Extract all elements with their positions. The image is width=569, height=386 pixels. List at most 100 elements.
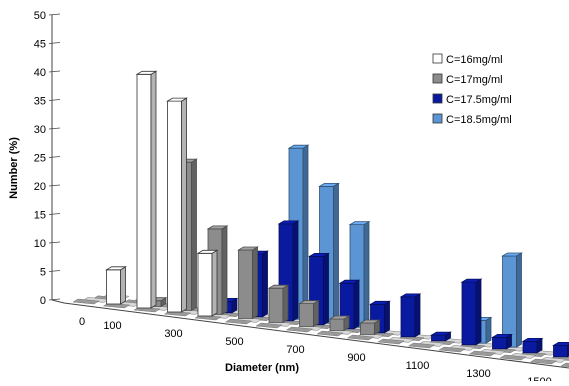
x-axis-tick-label: 100 bbox=[103, 320, 121, 332]
y-axis-tick-label: 10 bbox=[34, 238, 46, 250]
y-axis-tick bbox=[49, 157, 60, 158]
bar-front-face bbox=[269, 288, 283, 322]
bar-side-face bbox=[263, 251, 268, 317]
bar-side-face bbox=[364, 222, 369, 328]
bar-side-face bbox=[385, 301, 390, 333]
bar-side-face bbox=[314, 301, 319, 327]
bar-front-face bbox=[401, 297, 415, 337]
x-axis-tick-label: 900 bbox=[347, 352, 365, 364]
y-axis-tick-label: 30 bbox=[34, 124, 46, 136]
bar-front-face bbox=[198, 253, 212, 316]
bar bbox=[462, 279, 481, 345]
bar-side-face bbox=[324, 253, 329, 324]
bar-front-face bbox=[503, 256, 517, 347]
y-axis-tick bbox=[49, 43, 60, 44]
y-axis-tick bbox=[49, 214, 60, 215]
bar-front-face bbox=[523, 341, 537, 352]
bar-side-face bbox=[486, 317, 491, 343]
bar-side-face bbox=[283, 285, 288, 322]
legend-label: C=16mg/ml bbox=[446, 54, 503, 66]
bar bbox=[503, 253, 522, 347]
legend-label: C=18.5mg/ml bbox=[446, 114, 512, 126]
bar-side-face bbox=[212, 250, 217, 316]
y-axis-tick bbox=[49, 14, 60, 15]
bar-side-face bbox=[253, 247, 258, 318]
bar bbox=[523, 338, 542, 352]
y-axis-tick bbox=[49, 271, 60, 272]
x-axis-tick-label: 1300 bbox=[466, 368, 490, 380]
x-axis-tick-label: 1500 bbox=[527, 376, 551, 381]
bar-front-face bbox=[493, 337, 507, 348]
bar bbox=[361, 320, 380, 334]
legend-label: C=17mg/ml bbox=[446, 74, 503, 86]
legend-item: C=16mg/ml bbox=[433, 54, 503, 66]
bar bbox=[432, 332, 451, 341]
bar-front-face bbox=[432, 335, 446, 341]
y-axis-tick-label: 25 bbox=[34, 153, 46, 165]
bar-side-face bbox=[354, 280, 359, 329]
x-axis-tick-label: 500 bbox=[225, 336, 243, 348]
y-axis-tick-label: 15 bbox=[34, 210, 46, 222]
bar-side-face bbox=[182, 98, 187, 312]
legend-label: C=17.5mg/ml bbox=[446, 94, 512, 106]
bar bbox=[300, 301, 319, 327]
bar-side-face bbox=[517, 253, 522, 347]
bar bbox=[107, 267, 126, 304]
y-axis-tick-label: 0 bbox=[40, 295, 46, 307]
bar-front-face bbox=[330, 319, 344, 330]
bar-side-face bbox=[151, 71, 156, 308]
bar-front-face bbox=[554, 345, 568, 356]
bar bbox=[269, 285, 288, 322]
bar-front-face bbox=[168, 101, 182, 312]
bar bbox=[554, 342, 569, 356]
bar bbox=[168, 98, 187, 312]
bar-top-face bbox=[554, 342, 569, 345]
y-axis-tick bbox=[49, 185, 60, 186]
legend-item: C=17mg/ml bbox=[433, 74, 503, 86]
y-axis-tick-label: 35 bbox=[34, 96, 46, 108]
bar-side-face bbox=[334, 183, 339, 323]
x-axis-tick-label: 700 bbox=[286, 344, 304, 356]
bar bbox=[401, 294, 420, 337]
legend-swatch bbox=[433, 94, 442, 103]
legend-item: C=18.5mg/ml bbox=[433, 114, 512, 126]
x-axis-tick-label: 300 bbox=[164, 328, 182, 340]
bar-front-face bbox=[107, 270, 121, 304]
y-axis-tick bbox=[49, 100, 60, 101]
y-axis-foot bbox=[52, 300, 64, 303]
bar bbox=[198, 250, 217, 316]
bar bbox=[330, 316, 349, 330]
bar-front-face bbox=[462, 282, 476, 345]
legend-swatch bbox=[433, 74, 442, 83]
bar-side-face bbox=[121, 267, 126, 304]
x-axis-label: Diameter (nm) bbox=[225, 362, 299, 374]
y-axis-tick-label: 45 bbox=[34, 39, 46, 51]
bar bbox=[493, 334, 512, 348]
y-axis-tick bbox=[49, 128, 60, 129]
y-axis-tick bbox=[49, 299, 60, 300]
y-axis-tick bbox=[49, 242, 60, 243]
legend-item: C=17.5mg/ml bbox=[433, 94, 512, 106]
bar-side-face bbox=[415, 294, 420, 337]
y-axis-tick-label: 20 bbox=[34, 181, 46, 193]
y-axis-tick-label: 5 bbox=[40, 267, 46, 279]
y-axis-label: Number (%) bbox=[8, 137, 20, 199]
bar-side-face bbox=[222, 226, 227, 315]
y-axis-tick-label: 50 bbox=[34, 10, 46, 22]
bar-front-face bbox=[239, 250, 253, 318]
legend-swatch bbox=[433, 114, 442, 123]
bar-front-face bbox=[300, 304, 314, 327]
legend-swatch bbox=[433, 54, 442, 63]
bar-side-face bbox=[293, 221, 298, 321]
bar-side-face bbox=[192, 159, 197, 310]
bar-side-face bbox=[303, 145, 308, 319]
x-axis-tick-label: 1100 bbox=[406, 360, 430, 372]
bar bbox=[239, 247, 258, 318]
bar bbox=[137, 71, 156, 308]
bar-side-face bbox=[476, 279, 481, 345]
bar-front-face bbox=[137, 74, 151, 308]
legend: C=16mg/ml C=17mg/ml C=17.5mg/ml C=18.5mg/ml bbox=[433, 54, 512, 126]
y-axis-tick bbox=[49, 71, 60, 72]
